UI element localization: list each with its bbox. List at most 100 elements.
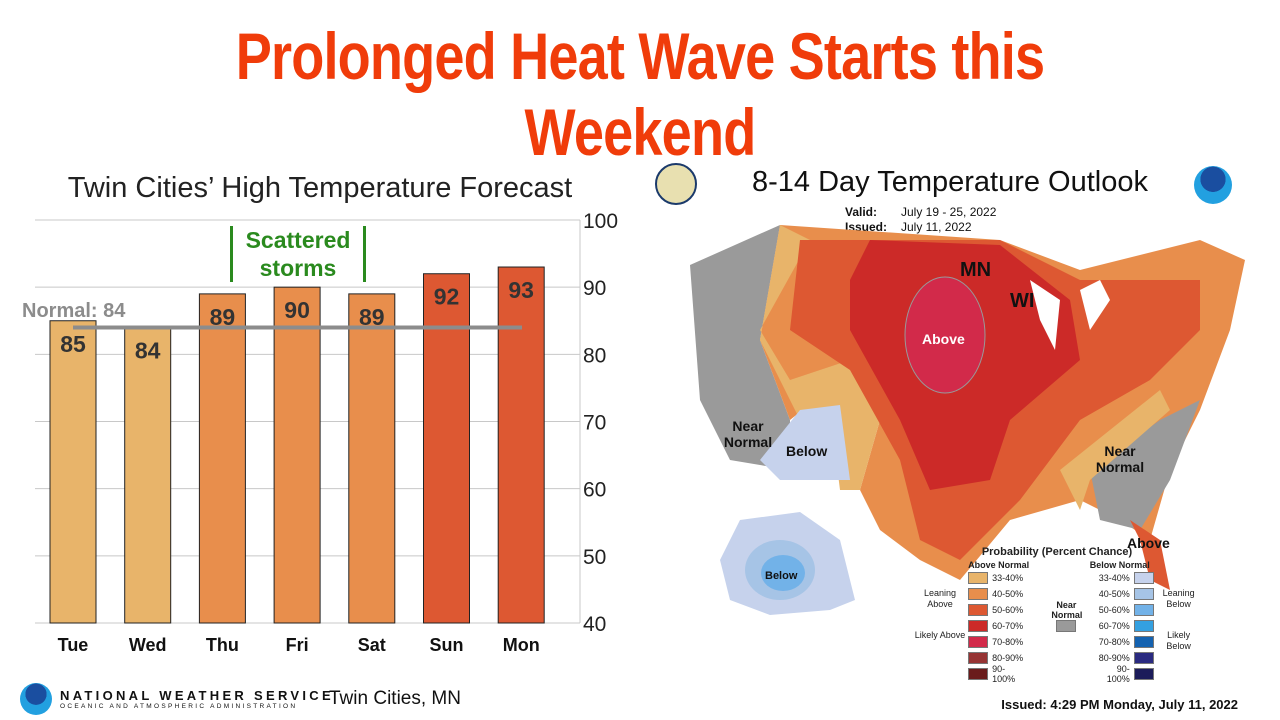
region-likely-above xyxy=(790,240,1200,560)
legend-row-above: 40-50% xyxy=(968,586,1043,602)
issued-label: Issued: xyxy=(845,220,888,234)
legend-range: 40-50% xyxy=(992,589,1024,599)
legend-swatch xyxy=(968,620,989,632)
data-label: 90 xyxy=(284,297,310,323)
legend-range: 50-60% xyxy=(992,605,1024,615)
data-label: 84 xyxy=(135,337,161,363)
legend-range: 33-40% xyxy=(992,573,1024,583)
legend-swatch xyxy=(968,588,989,600)
legend-range: 80-90% xyxy=(1098,653,1130,663)
x-tick-label: Wed xyxy=(129,635,167,655)
valid-dates: July 19 - 25, 2022 xyxy=(901,205,997,219)
label-below-alaska: Below xyxy=(765,570,798,582)
y-tick-label: 70 xyxy=(583,412,606,435)
bar-tue xyxy=(49,320,97,624)
bar-wed xyxy=(124,326,172,624)
x-tick-label: Thu xyxy=(206,635,239,655)
y-tick-label: 100 xyxy=(583,210,618,233)
legend-title: Probability (Percent Chance) xyxy=(981,546,1133,558)
leaning-above-label: Leaning Above xyxy=(924,588,957,609)
data-label: 92 xyxy=(434,284,460,310)
label-mn: MN xyxy=(960,259,992,281)
normal-label: Normal: 84 xyxy=(22,300,126,322)
legend-range: 70-80% xyxy=(992,637,1024,647)
valid-label: Valid: xyxy=(845,205,878,219)
x-tick-label: Sat xyxy=(358,635,386,655)
legend-row-above: 60-70% xyxy=(968,618,1043,634)
commerce-seal-icon xyxy=(655,163,697,205)
office-name: Twin Cities, MN xyxy=(329,688,461,709)
legend-row-above: 90-100% xyxy=(968,664,1043,684)
issued-timestamp: Issued: 4:29 PM Monday, July 11, 2022 xyxy=(1001,697,1238,712)
bar-sun xyxy=(423,273,470,624)
likely-below-label: Likely Below xyxy=(1166,630,1191,651)
legend-row-above: 50-60% xyxy=(968,602,1043,618)
legend-row-below: 40-50% xyxy=(1090,586,1155,602)
legend-row-below: 90-100% xyxy=(1090,664,1155,684)
y-tick-label: 60 xyxy=(583,479,606,502)
likely-above-label: Likely Above xyxy=(914,630,966,640)
legend-row-above: 80-90% xyxy=(968,650,1043,666)
label-above-center: Above xyxy=(922,331,965,347)
bar-mon xyxy=(497,266,545,624)
page-title: Prolonged Heat Wave Starts this Weekend xyxy=(235,19,1045,169)
data-label: 85 xyxy=(60,331,86,357)
legend-range: 60-70% xyxy=(1098,621,1130,631)
legend-range: 50-60% xyxy=(1098,605,1130,615)
legend-row-below: 80-90% xyxy=(1090,650,1155,666)
y-tick-label: 40 xyxy=(583,613,606,636)
below-normal-header: Below Normal xyxy=(1089,560,1150,570)
y-tick-label: 50 xyxy=(583,546,606,569)
legend-range: 40-50% xyxy=(1098,589,1130,599)
label-wi: WI xyxy=(1010,290,1035,312)
legend-swatch xyxy=(1133,636,1154,648)
legend-range: 90-100% xyxy=(1106,664,1130,684)
region-alaska xyxy=(720,512,855,615)
x-tick-label: Mon xyxy=(503,635,540,655)
legend-swatch xyxy=(1133,572,1154,584)
noaa-wordmark: OCEANIC AND ATMOSPHERIC ADMINISTRATION xyxy=(60,703,298,710)
leaning-below-label: Leaning Below xyxy=(1162,588,1195,609)
bar-fri xyxy=(273,286,321,624)
label-near-normal-west: Near Normal xyxy=(723,418,773,450)
legend-range: 80-90% xyxy=(992,653,1024,663)
bar-sat xyxy=(348,293,396,624)
legend-range: 60-70% xyxy=(992,621,1024,631)
noaa-logo-icon xyxy=(1194,166,1232,204)
storms-annotation: Scattered storms xyxy=(230,226,366,282)
near-normal-swatch xyxy=(1056,620,1077,632)
label-near-normal-east: Near Normal xyxy=(1095,443,1145,475)
x-tick-label: Tue xyxy=(58,635,89,655)
x-tick-label: Fri xyxy=(286,635,309,655)
bar-thu xyxy=(198,293,246,624)
legend-swatch xyxy=(1133,604,1154,616)
legend-swatch xyxy=(968,668,989,680)
nws-wordmark: NATIONAL WEATHER SERVICE xyxy=(60,688,334,703)
legend-swatch xyxy=(1133,652,1154,664)
legend-swatch xyxy=(1133,668,1154,680)
legend-range: 90-100% xyxy=(992,664,1016,684)
bar-chart: 40506070809010085Tue84Wed89Thu90Fri89Sat… xyxy=(35,210,618,655)
region-conus-orange xyxy=(760,225,1245,580)
above-normal-header: Above Normal xyxy=(968,560,1030,570)
x-tick-label: Sun xyxy=(430,635,464,655)
map-title: 8-14 Day Temperature Outlook xyxy=(751,166,1148,198)
legend-row-below: 50-60% xyxy=(1090,602,1155,618)
issued-date: July 11, 2022 xyxy=(901,220,972,234)
legend-row-below: 33-40% xyxy=(1090,570,1155,586)
legend-swatch xyxy=(968,604,989,616)
legend-range: 70-80% xyxy=(1098,637,1130,647)
legend-row-below: 60-70% xyxy=(1090,618,1155,634)
legend-swatch xyxy=(968,636,989,648)
data-label: 93 xyxy=(508,277,534,303)
chart-title: Twin Cities’ High Temperature Forecast xyxy=(67,172,573,204)
label-below: Below xyxy=(786,443,828,459)
legend-swatch xyxy=(968,652,989,664)
region-great-lakes xyxy=(1030,280,1110,350)
map-legend: Probability (Percent Chance) Leaning Abo… xyxy=(912,546,1202,684)
legend-swatch xyxy=(1133,588,1154,600)
legend-swatch xyxy=(968,572,989,584)
label-above-florida: Above xyxy=(1127,535,1170,551)
near-normal-label: Near Normal xyxy=(1051,600,1083,620)
legend-range: 33-40% xyxy=(1098,573,1130,583)
